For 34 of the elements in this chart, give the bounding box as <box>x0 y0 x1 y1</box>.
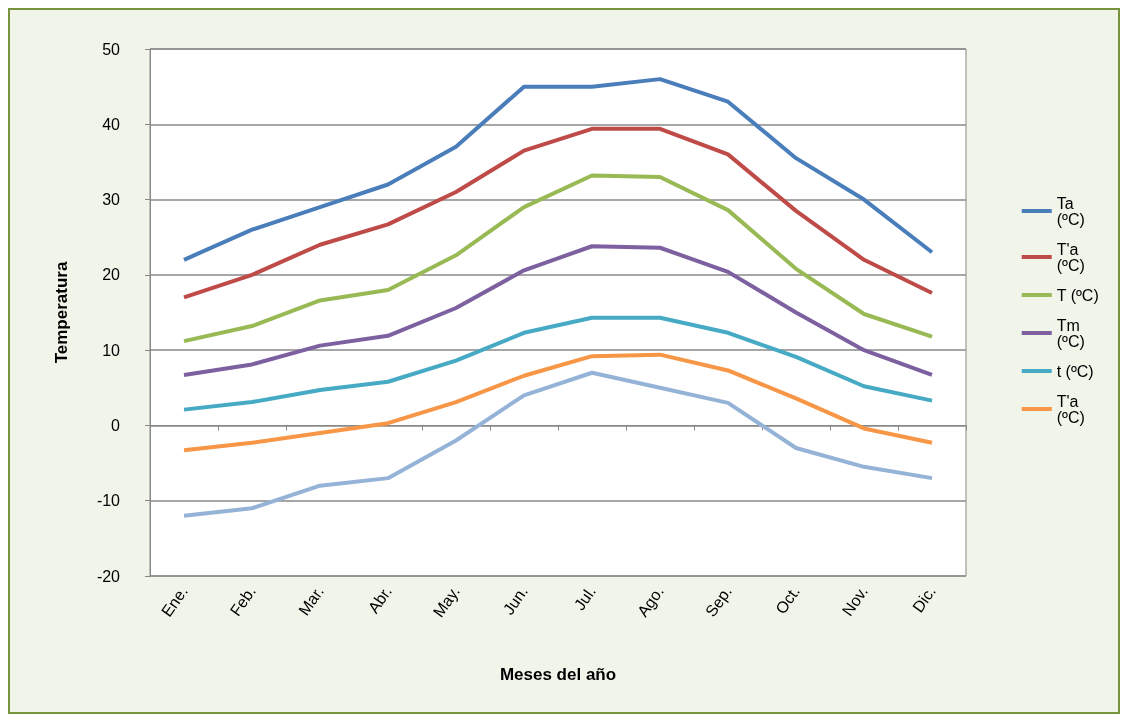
y-tick-label: 30 <box>102 191 121 209</box>
x-tick-label: Abr. <box>364 583 395 617</box>
legend-label: Tm (ºC) <box>1056 316 1085 350</box>
x-tick-label: Oct. <box>772 583 803 617</box>
line-series <box>182 126 934 300</box>
y-tick-label: 10 <box>102 341 121 359</box>
x-tick-label: Nov. <box>838 583 871 619</box>
line-series <box>182 352 934 453</box>
y-axis-title: Temperatura <box>52 261 71 364</box>
line-series <box>182 244 934 377</box>
line-series <box>182 77 934 262</box>
y-tick-label: -20 <box>96 567 121 585</box>
y-tick-label: -10 <box>96 492 121 510</box>
x-tick-label: Jun. <box>499 583 531 618</box>
x-tick-label: Sep. <box>702 583 735 620</box>
x-tick-label: Ene. <box>158 583 191 620</box>
x-tick-label: Mar. <box>295 583 327 619</box>
x-tick-label: Dic. <box>909 583 939 616</box>
legend-label: t (ºC) <box>1056 362 1094 380</box>
line-series <box>182 173 934 344</box>
legend-label: Ta (ºC) <box>1056 194 1085 228</box>
x-tick-label: Jul. <box>570 583 599 614</box>
y-tick-label: 50 <box>102 40 121 58</box>
y-tick-label: 20 <box>102 266 121 284</box>
x-tick-label: Feb. <box>226 583 259 620</box>
x-tick-label: Ago. <box>634 583 667 620</box>
line-series <box>182 370 934 518</box>
legend-label: T (ºC) <box>1056 286 1099 304</box>
legend-label: T'a (ºC) <box>1056 240 1085 274</box>
y-tick-label: 40 <box>102 115 121 133</box>
y-tick-label: 0 <box>111 416 121 434</box>
line-series <box>182 315 934 412</box>
x-axis-title: Meses del año <box>499 665 617 684</box>
legend-label: T'a (ºC) <box>1056 392 1085 426</box>
